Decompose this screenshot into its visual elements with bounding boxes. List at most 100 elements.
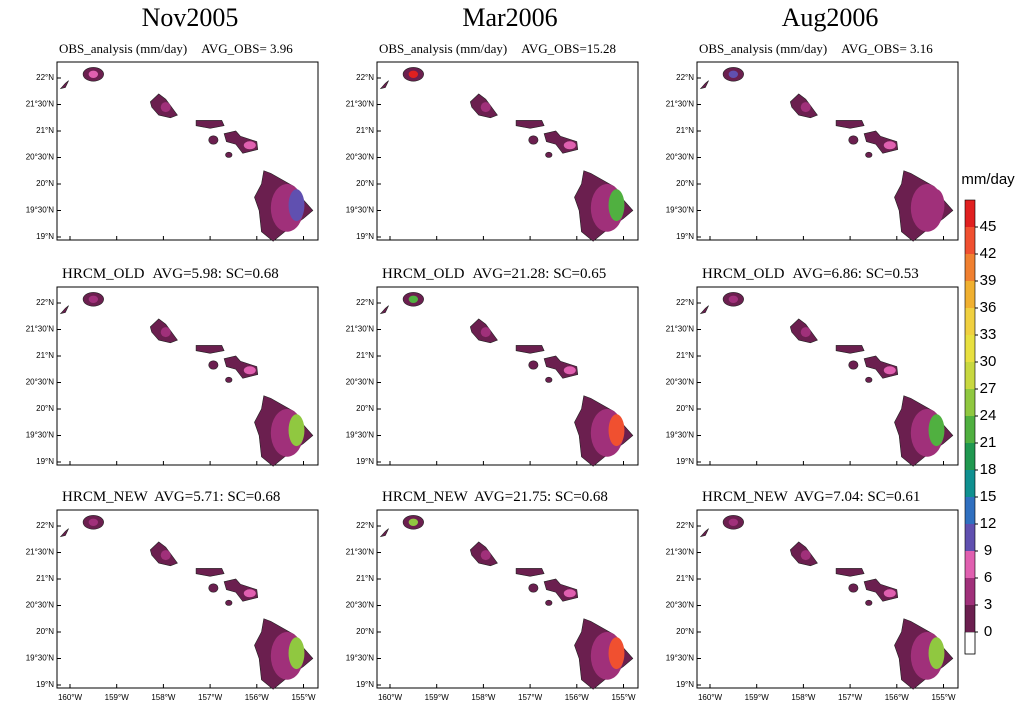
x-tick-label: 158°W <box>471 693 496 702</box>
y-tick-label: 20°30'N <box>346 378 375 387</box>
y-tick-label: 21°30'N <box>346 325 375 334</box>
rain-area <box>883 366 896 375</box>
map-panel: 22°N 21°30'N 21°N 20°30'N 20°N 19°30'N 19°N OBS… <box>26 41 319 242</box>
rain-area <box>408 518 419 526</box>
y-tick-label: 22°N <box>676 521 694 530</box>
island <box>515 345 545 354</box>
rain-area <box>563 141 576 150</box>
panel-title: HRCM_NEW AVG=7.04: SC=0.61 <box>702 489 920 505</box>
y-tick-label: 22°N <box>676 73 694 82</box>
rain-area <box>928 189 945 222</box>
island <box>195 120 225 129</box>
x-tick-label: 159°W <box>745 693 770 702</box>
rain-area <box>480 102 491 113</box>
rain-area <box>88 518 99 526</box>
y-tick-label: 20°30'N <box>26 153 55 162</box>
y-tick-label: 22°N <box>36 73 54 82</box>
y-tick-label: 19°30'N <box>666 431 695 440</box>
colorbar-swatch <box>965 281 975 308</box>
y-tick-label: 21°30'N <box>666 548 695 557</box>
panel-title: HRCM_NEW AVG=21.75: SC=0.68 <box>382 489 608 505</box>
y-tick-label: 19°30'N <box>346 206 375 215</box>
y-tick-label: 19°N <box>676 457 694 466</box>
island <box>208 583 219 593</box>
x-tick-label: 155°W <box>611 693 636 702</box>
colorbar-under <box>964 631 976 655</box>
y-tick-label: 19°30'N <box>666 206 695 215</box>
y-tick-label: 19°N <box>36 232 54 241</box>
island <box>835 568 865 577</box>
x-tick-label: 157°W <box>198 693 223 702</box>
x-tick-label: 160°W <box>58 693 83 702</box>
y-tick-label: 22°N <box>676 298 694 307</box>
colorbar-tick-label: 42 <box>980 245 997 262</box>
y-tick-label: 22°N <box>36 521 54 530</box>
y-tick-label: 19°N <box>36 680 54 689</box>
island <box>225 151 233 158</box>
island <box>225 376 233 383</box>
rain-area <box>728 295 739 304</box>
y-tick-label: 20°N <box>36 404 54 413</box>
y-tick-label: 20°N <box>36 627 54 636</box>
colorbar-tick-label: 30 <box>980 353 997 370</box>
map-panel: 22°N 21°30'N 21°N 20°30'N 20°N 19°30'N 19°N OBS… <box>346 41 639 242</box>
colorbar-tick-label: 36 <box>980 299 997 316</box>
y-tick-label: 21°N <box>676 351 694 360</box>
colorbar-tick-label: 21 <box>980 434 997 451</box>
y-tick-label: 20°30'N <box>666 153 695 162</box>
rain-area <box>883 589 896 598</box>
panel-stat: AVG=21.75: SC=0.68 <box>474 489 608 505</box>
y-tick-label: 21°N <box>356 351 374 360</box>
rain-area <box>408 295 419 304</box>
rain-area <box>563 366 576 375</box>
island <box>865 376 873 383</box>
panel-label: HRCM_NEW <box>702 489 789 505</box>
island <box>545 376 553 383</box>
y-tick-label: 21°N <box>676 126 694 135</box>
colorbar-label: mm/day <box>961 171 1015 188</box>
rain-area <box>883 141 896 150</box>
column-title: Aug2006 <box>782 3 879 32</box>
colorbar-swatch <box>965 551 975 578</box>
rain-area <box>408 70 419 78</box>
rain-area <box>88 70 99 78</box>
colorbar-swatch <box>965 254 975 281</box>
rain-area <box>88 295 99 304</box>
colorbar-swatch <box>965 200 975 227</box>
colorbar-swatch <box>965 497 975 524</box>
rain-area <box>800 102 811 113</box>
x-tick-label: 160°W <box>698 693 723 702</box>
colorbar-tick-label: 27 <box>980 380 997 397</box>
map-panel: 22°N 21°30'N 21°N 20°30'N 20°N 19°30'N 19°N HRC… <box>346 266 639 467</box>
rain-area <box>928 414 945 447</box>
y-tick-label: 21°N <box>356 126 374 135</box>
x-tick-label: 158°W <box>151 693 176 702</box>
colorbar-tick-label: 0 <box>984 623 992 640</box>
island <box>59 80 69 90</box>
y-tick-label: 21°30'N <box>346 100 375 109</box>
y-tick-label: 21°30'N <box>346 548 375 557</box>
panel-label: OBS_analysis (mm/day) <box>699 41 827 56</box>
colorbar-tick-label: 18 <box>980 461 997 478</box>
colorbar-frame <box>964 199 976 655</box>
rain-area <box>728 518 739 526</box>
island <box>515 120 545 129</box>
rain-area <box>608 637 625 670</box>
colorbar-tick-label: 24 <box>980 407 997 424</box>
y-tick-label: 19°30'N <box>346 431 375 440</box>
map-panel: 22°N 21°30'N 21°N 20°30'N 20°N 19°30'N 19°N OBS… <box>666 41 959 242</box>
island <box>545 151 553 158</box>
panel-stat: AVG_OBS=15.28 <box>521 41 616 56</box>
panel-title: HRCM_OLD AVG=21.28: SC=0.65 <box>382 266 606 282</box>
x-tick-label: 158°W <box>791 693 816 702</box>
colorbar-swatch <box>965 524 975 551</box>
island <box>848 135 859 145</box>
y-tick-label: 20°N <box>676 404 694 413</box>
map-panel: 22°N 21°30'N 21°N 20°30'N 20°N 19°30'N 19°N 160… <box>26 489 319 702</box>
column-title: Nov2005 <box>142 3 239 32</box>
panel-stat: AVG=7.04: SC=0.61 <box>794 489 920 505</box>
panel-stat: AVG=6.86: SC=0.53 <box>793 266 919 282</box>
island <box>528 135 539 145</box>
y-tick-label: 21°30'N <box>26 325 55 334</box>
y-tick-label: 21°N <box>356 574 374 583</box>
